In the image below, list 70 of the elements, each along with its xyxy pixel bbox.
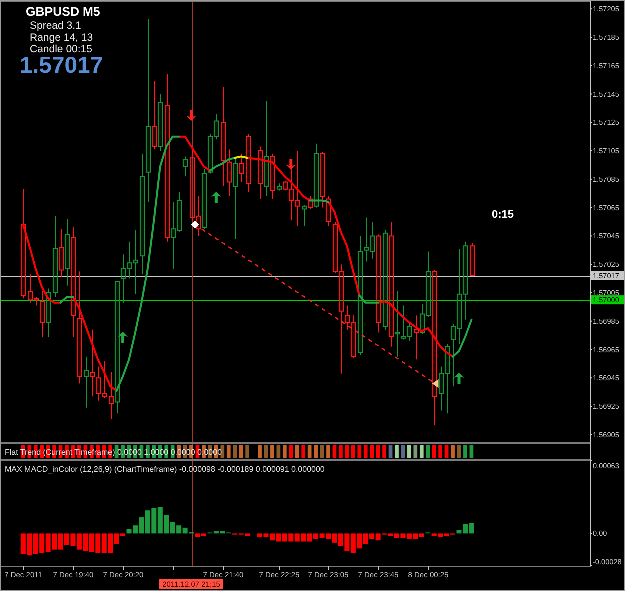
candlestick bbox=[208, 134, 214, 174]
candlestick bbox=[456, 248, 462, 345]
candlestick bbox=[146, 18, 152, 203]
candlestick bbox=[52, 216, 58, 298]
candlestick bbox=[264, 100, 270, 197]
candlestick bbox=[444, 344, 450, 414]
candlestick bbox=[258, 146, 264, 200]
candlestick bbox=[182, 156, 188, 178]
candlestick bbox=[190, 149, 196, 226]
annotation: Spread 3.1 bbox=[30, 20, 82, 32]
candlestick bbox=[96, 366, 102, 402]
candlestick bbox=[320, 152, 326, 208]
candlestick bbox=[388, 222, 394, 348]
candlestick bbox=[34, 296, 40, 306]
annotation: 0:15 bbox=[492, 209, 514, 221]
candlestick bbox=[164, 74, 170, 242]
candlestick bbox=[232, 159, 238, 240]
candlestick bbox=[58, 228, 64, 278]
candlestick bbox=[282, 180, 288, 192]
candlestick bbox=[370, 222, 376, 260]
candlestick bbox=[120, 254, 126, 304]
candlestick bbox=[46, 288, 52, 338]
annotation: Range 14, 13 bbox=[30, 32, 94, 44]
candlestick bbox=[426, 251, 432, 318]
candlestick bbox=[108, 372, 114, 420]
candlestick bbox=[406, 322, 412, 342]
candlestick bbox=[158, 94, 164, 152]
candlestick bbox=[364, 217, 370, 262]
candlestick bbox=[202, 168, 208, 230]
candlestick bbox=[276, 183, 282, 192]
candlestick bbox=[238, 153, 244, 183]
candlestick bbox=[450, 324, 456, 388]
candlestick bbox=[350, 315, 356, 359]
candlestick bbox=[176, 192, 182, 232]
candlestick bbox=[302, 204, 308, 227]
candlestick bbox=[28, 274, 34, 304]
candlestick bbox=[214, 114, 220, 140]
candlestick bbox=[40, 291, 46, 338]
candlestick bbox=[470, 242, 476, 276]
candlestick bbox=[84, 356, 90, 408]
candlestick bbox=[220, 86, 226, 188]
candlestick bbox=[358, 236, 364, 356]
candlestick bbox=[20, 188, 26, 300]
candlestick bbox=[132, 230, 138, 295]
candlestick bbox=[332, 222, 338, 274]
candlestick bbox=[246, 134, 252, 193]
candlestick bbox=[170, 202, 176, 270]
candlestick bbox=[196, 196, 202, 237]
candlestick bbox=[382, 230, 388, 330]
candlestick bbox=[140, 153, 146, 276]
candlestick bbox=[70, 227, 76, 338]
candlestick bbox=[344, 305, 350, 330]
candlestick bbox=[400, 305, 406, 340]
candlestick bbox=[394, 291, 400, 358]
candlestick bbox=[314, 143, 320, 208]
candlestick bbox=[414, 315, 420, 360]
candlestick bbox=[462, 241, 468, 320]
candlestick bbox=[76, 271, 82, 384]
candlestick bbox=[152, 80, 158, 150]
candlestick bbox=[438, 366, 444, 412]
candlestick bbox=[376, 234, 382, 334]
candlestick bbox=[270, 153, 276, 200]
candlestick bbox=[114, 281, 120, 414]
candlestick bbox=[226, 149, 232, 197]
candlestick bbox=[338, 264, 344, 374]
candlestick bbox=[126, 241, 132, 280]
candlestick bbox=[294, 150, 300, 227]
candlestick bbox=[90, 329, 96, 398]
candlestick bbox=[64, 218, 70, 286]
chart-title: GBPUSD M5 bbox=[26, 5, 100, 19]
